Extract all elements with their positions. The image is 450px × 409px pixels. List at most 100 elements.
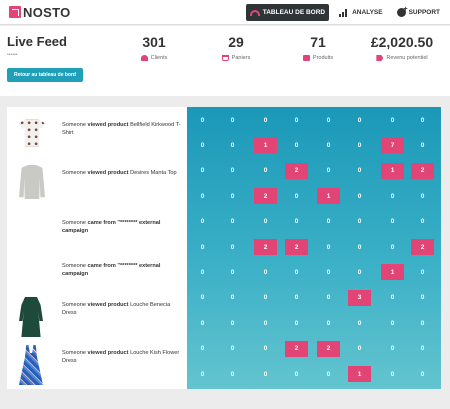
heatmap-cell: 0: [200, 116, 205, 124]
heatmap-cell: 0: [230, 319, 235, 327]
heatmap-cell: 0: [390, 192, 395, 200]
feed-text: Someone viewed product Louche Kish Flowe…: [62, 349, 182, 365]
page-subtitle: ••••••: [7, 52, 18, 58]
heatmap-cell: 0: [200, 294, 205, 302]
brand-name: NOSTO: [23, 4, 71, 20]
heatmap-cell: 2: [411, 162, 434, 179]
box-icon: [302, 55, 310, 61]
heatmap-cell: 0: [326, 319, 331, 327]
back-to-dashboard-button[interactable]: Retour au tableau de bord: [7, 68, 83, 82]
heatmap-cell: 0: [357, 141, 362, 149]
stat-label: Paniers: [231, 55, 251, 61]
heatmap-cell: 1: [348, 366, 371, 382]
heatmap-cell: 0: [230, 294, 235, 302]
heatmap-cell: 0: [294, 116, 299, 124]
feed-campaign: "******** external campaign: [62, 263, 161, 277]
feed-text: Someone viewed product Desires Manta Top: [62, 169, 182, 177]
heatmap-cell: 0: [294, 218, 299, 226]
heatmap-cell: 0: [200, 218, 205, 226]
heatmap-cell: 0: [230, 116, 235, 124]
top-bar: NOSTO TABLEAU DE BORD ANALYSE SUPPORT: [0, 0, 450, 25]
feed-product-link[interactable]: Bellfield Kirkwood T-Shirt: [62, 122, 181, 136]
stat-revenu: £2,020.50 Revenu potentiel: [362, 34, 442, 61]
heatmap-cell: 0: [200, 243, 205, 251]
feed-text: Someone viewed product Bellfield Kirkwoo…: [62, 121, 182, 137]
heatmap-cell: 0: [200, 141, 205, 149]
heatmap-cell: 0: [326, 370, 331, 378]
heatmap-cell: 0: [420, 218, 425, 226]
heatmap-cell: 0: [294, 268, 299, 276]
product-thumbnail[interactable]: [19, 119, 49, 147]
nav-support[interactable]: SUPPORT: [393, 4, 444, 21]
heatmap-cell: 0: [357, 167, 362, 175]
nav-analyse[interactable]: ANALYSE: [335, 4, 386, 21]
heatmap-cell: 0: [326, 243, 331, 251]
product-thumbnail[interactable]: [19, 165, 49, 199]
heatmap-cell: 0: [357, 319, 362, 327]
heatmap-cell: 0: [263, 116, 268, 124]
stat-clients: 301 Clients: [128, 34, 180, 61]
stat-value: 71: [310, 34, 326, 50]
feed-product-link[interactable]: Louche Benecia Dress: [62, 302, 171, 316]
feed-product-link[interactable]: Louche Kish Flower Dress: [62, 350, 180, 364]
feed-action: viewed product: [87, 170, 129, 176]
heatmap-cell: 0: [230, 218, 235, 226]
product-thumbnail[interactable]: [19, 345, 49, 385]
feed-action: viewed product: [87, 302, 129, 308]
heatmap-cell: 0: [326, 294, 331, 302]
heatmap-cell: 0: [230, 167, 235, 175]
heatmap-cell: 0: [420, 345, 425, 353]
heatmap-cell: 2: [254, 239, 277, 255]
main-nav: TABLEAU DE BORD ANALYSE SUPPORT: [245, 0, 444, 25]
heatmap-cell: 0: [294, 370, 299, 378]
heatmap-cell: 0: [263, 294, 268, 302]
feed-action: came from: [87, 220, 116, 226]
feed-list: Someone viewed product Bellfield Kirkwoo…: [7, 107, 187, 389]
stat-label-row: Produits: [292, 55, 344, 61]
heatmap-cell: 1: [317, 188, 340, 205]
feed-action: viewed product: [87, 350, 129, 356]
stat-paniers: 29 Paniers: [210, 34, 262, 61]
heatmap-cell: 0: [326, 268, 331, 276]
feed-product-link[interactable]: Desires Manta Top: [128, 170, 177, 176]
heatmap-cell: 1: [381, 162, 404, 179]
heatmap-cell: 0: [230, 345, 235, 353]
nav-label: ANALYSE: [352, 9, 383, 16]
heatmap-cell: 2: [285, 162, 308, 179]
heatmap-cell: 0: [294, 294, 299, 302]
heatmap-cell: 0: [420, 141, 425, 149]
heatmap-cell: 0: [230, 243, 235, 251]
nav-label: TABLEAU DE BORD: [262, 9, 326, 16]
product-thumbnail[interactable]: [19, 297, 49, 337]
heatmap-cell: 0: [420, 294, 425, 302]
nosto-logo-mark-icon: [9, 6, 21, 18]
heatmap-cell: 0: [200, 345, 205, 353]
heatmap-cell: 0: [390, 116, 395, 124]
heatmap-cell: 1: [254, 137, 277, 154]
heatmap-cell: 0: [230, 268, 235, 276]
bar-chart-icon: [339, 8, 349, 17]
stat-label: Clients: [150, 55, 168, 61]
blue-flower-dress-image: [19, 345, 43, 385]
nosto-logo[interactable]: NOSTO: [9, 0, 71, 25]
heatmap-cell: 0: [200, 370, 205, 378]
heatmap-cell: 2: [254, 188, 277, 205]
heatmap-cell: 0: [390, 370, 395, 378]
heatmap-cell: 0: [390, 345, 395, 353]
heatmap-cell: 0: [326, 218, 331, 226]
nav-tableau-de-bord[interactable]: TABLEAU DE BORD: [245, 4, 330, 21]
stat-produits: 71 Produits: [292, 34, 344, 61]
stat-label-row: Revenu potentiel: [362, 55, 442, 61]
page-title: Live Feed: [7, 34, 67, 49]
heatmap-cell: 0: [326, 167, 331, 175]
page-header: Live Feed •••••• Retour au tableau de bo…: [0, 26, 450, 96]
stat-label-row: Paniers: [210, 55, 262, 61]
tshirt-image: [19, 119, 45, 147]
heatmap-cell: 0: [263, 370, 268, 378]
heatmap-cell: 0: [420, 268, 425, 276]
heatmap-cell: 0: [200, 268, 205, 276]
nav-label: SUPPORT: [408, 9, 440, 16]
heatmap-cell: 0: [357, 268, 362, 276]
heatmap-cell: 0: [230, 192, 235, 200]
